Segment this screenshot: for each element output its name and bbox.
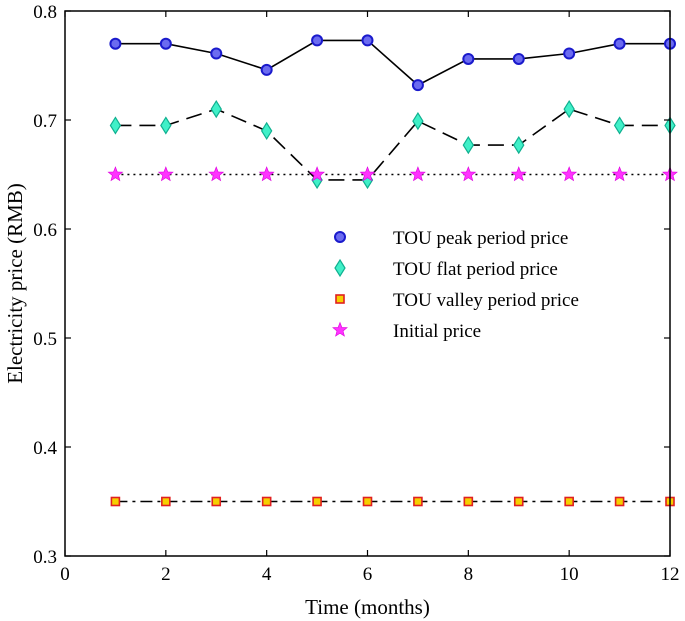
series-line-0 — [115, 39, 670, 87]
x-axis-label: Time (months) — [305, 595, 430, 619]
series-0-point — [109, 37, 122, 50]
legend-label-3: Initial price — [393, 321, 481, 342]
series-0-point — [311, 34, 324, 47]
series-3-point — [561, 166, 578, 182]
series-2-point — [564, 496, 574, 507]
series-0-point — [361, 34, 374, 47]
series-1-point — [412, 111, 424, 131]
series-2-point — [110, 496, 121, 507]
legend-label-0: TOU peak period price — [393, 228, 568, 249]
series-2-point — [362, 496, 373, 507]
series-0-point — [260, 63, 273, 76]
series-1-point — [109, 116, 122, 135]
series-0-point — [210, 47, 223, 60]
series-1-point — [210, 99, 222, 119]
series-1-point — [260, 121, 273, 141]
y-tick-label: 0.6 — [33, 220, 57, 241]
y-axis-label: Electricity price (RMB) — [3, 183, 27, 384]
legend-marker-0 — [334, 231, 346, 243]
series-3-point — [611, 166, 628, 182]
series-3-point — [409, 166, 426, 182]
x-tick-label: 12 — [661, 564, 680, 585]
plot-frame — [64, 10, 671, 557]
series-3-point — [359, 166, 376, 182]
y-tick-label: 0.8 — [33, 2, 57, 23]
x-tick-label: 10 — [560, 564, 579, 585]
x-tick-label: 0 — [60, 564, 70, 585]
x-tick-label: 2 — [161, 564, 171, 585]
y-tick-label: 0.3 — [33, 547, 57, 568]
legend: TOU peak period price TOU flat period pri… — [332, 228, 579, 342]
series-0-point — [159, 37, 172, 50]
series-3-point — [460, 166, 477, 182]
y-tick-label: 0.7 — [33, 111, 57, 132]
series-3-point — [309, 166, 326, 182]
x-tick-label: 4 — [262, 564, 272, 585]
series-0-point — [411, 79, 424, 92]
legend-label-1: TOU flat period price — [393, 259, 558, 280]
series-1-point — [613, 116, 626, 135]
series-line-1 — [115, 108, 670, 181]
series-2-point — [161, 496, 171, 507]
series-1-point — [513, 135, 525, 155]
series-0-point — [462, 52, 475, 65]
y-tick-label: 0.4 — [33, 438, 57, 459]
x-axis-ticks: 0 2 4 6 8 10 12 — [60, 11, 680, 585]
series-3-point — [258, 166, 275, 182]
plot-lines — [115, 39, 670, 503]
legend-marker-3 — [332, 321, 348, 337]
series-2-point — [513, 496, 524, 507]
series-1-point — [563, 99, 575, 119]
series-0-point — [512, 52, 525, 65]
series-0-point — [563, 47, 576, 60]
series-1-point — [462, 135, 475, 155]
series-2-point — [413, 496, 423, 507]
x-tick-label: 8 — [464, 564, 474, 585]
x-tick-label: 6 — [363, 564, 373, 585]
series-2-point — [614, 496, 625, 507]
series-2-point — [261, 496, 272, 507]
legend-marker-1 — [334, 258, 346, 278]
series-1-point — [160, 116, 172, 135]
y-axis-ticks: 0.3 0.4 0.5 0.6 0.7 0.8 — [33, 2, 670, 568]
series-2-point — [312, 496, 322, 507]
legend-marker-2 — [335, 294, 345, 304]
y-tick-label: 0.5 — [33, 329, 57, 350]
series-3-point — [107, 166, 124, 182]
series-3-point — [157, 166, 174, 182]
series-2-point — [463, 496, 474, 507]
series-3-point — [510, 166, 527, 182]
series-0-point — [613, 37, 626, 50]
series-3-point — [208, 166, 225, 182]
legend-label-2: TOU valley period price — [393, 290, 579, 311]
series-2-point — [211, 496, 222, 507]
